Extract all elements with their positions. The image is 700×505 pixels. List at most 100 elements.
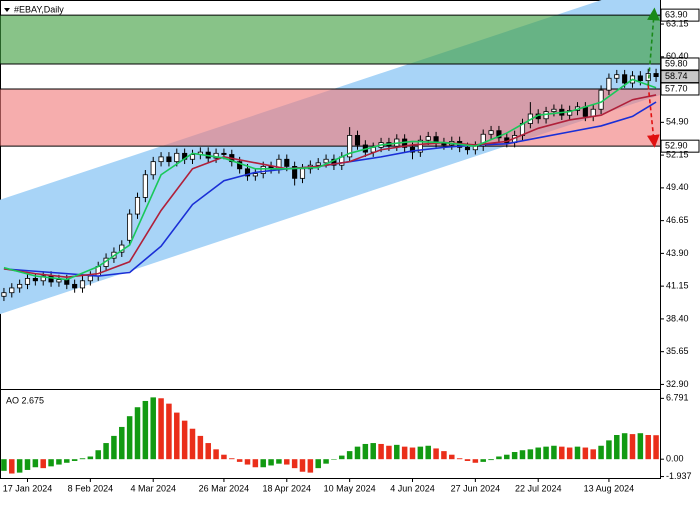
ao-bar <box>464 459 471 461</box>
ao-bar <box>244 459 251 465</box>
candle-body <box>56 279 62 283</box>
y-tick-label: 0.00 <box>666 454 684 464</box>
y-tick-label: 46.65 <box>666 215 689 225</box>
ao-bar <box>519 450 526 460</box>
ao-bar <box>629 434 636 460</box>
level-box <box>660 139 700 153</box>
x-tick-label: 4 Mar 2024 <box>130 483 176 493</box>
ao-bar <box>174 412 180 460</box>
moving-average <box>3 78 657 281</box>
price-panel <box>0 0 660 315</box>
ao-bar <box>213 449 219 460</box>
candle-body <box>551 108 557 113</box>
ao-bar <box>598 445 604 460</box>
candle-body <box>284 158 290 167</box>
ao-bar <box>456 458 463 460</box>
y-tick-label: 60.40 <box>666 51 689 61</box>
candle-body <box>488 130 494 135</box>
ao-bar <box>449 454 455 460</box>
ao-bar <box>103 443 109 460</box>
candle-body <box>299 168 306 179</box>
candle-body <box>24 278 31 285</box>
ao-bar <box>276 459 282 464</box>
forecast-arrow <box>647 7 660 86</box>
ao-bar <box>582 447 589 460</box>
x-tick-label: 13 Aug 2024 <box>584 483 635 493</box>
ao-bar <box>346 451 353 460</box>
candle-body <box>409 146 416 153</box>
y-tick-label: 6.791 <box>666 393 689 403</box>
ao-bar <box>331 459 337 460</box>
candle-body <box>221 152 227 155</box>
candle-body <box>32 278 38 282</box>
y-tick-label: 35.65 <box>666 346 689 356</box>
ao-bar <box>339 455 345 460</box>
ao-bar <box>480 459 486 462</box>
ao-bar <box>24 459 31 470</box>
candle-body <box>323 158 329 164</box>
ao-bar <box>197 435 204 460</box>
ao-bar <box>425 445 431 460</box>
candle-body <box>582 106 588 117</box>
ao-bar <box>378 443 384 460</box>
zone <box>0 88 660 147</box>
last-price-label: 58.74 <box>665 71 688 81</box>
x-tick-label: 26 Mar 2024 <box>199 483 250 493</box>
candle-body <box>653 73 659 77</box>
ao-bar <box>401 446 408 460</box>
ao-bar <box>166 403 172 460</box>
ao-bar <box>252 459 259 468</box>
ao-bar <box>307 459 314 473</box>
candle-body <box>174 152 180 163</box>
ao-bar <box>323 459 329 464</box>
candle-body <box>496 130 502 139</box>
candle-body <box>166 156 172 163</box>
ao-bar <box>511 452 518 460</box>
candle-body <box>1 292 7 297</box>
ao-bar <box>56 459 62 465</box>
candle-body <box>347 135 353 158</box>
x-tick-label: 27 Jun 2024 <box>451 483 501 493</box>
candle-body <box>315 162 321 166</box>
candle-body <box>260 166 266 174</box>
y-tick-label: 49.40 <box>666 182 689 192</box>
menu-icon[interactable] <box>4 8 10 12</box>
candle-body <box>17 283 23 289</box>
candle-body <box>237 161 243 170</box>
y-tick-label: 52.15 <box>666 149 689 159</box>
level-box <box>660 57 700 71</box>
ao-bar <box>394 444 400 460</box>
ao-bar <box>527 449 534 460</box>
ao-bar <box>441 451 447 460</box>
candle-body <box>72 283 78 289</box>
moving-average <box>3 94 657 279</box>
ao-bar <box>472 459 479 463</box>
y-tick-label: 38.40 <box>666 313 689 323</box>
ao-bar <box>1 459 7 471</box>
candle-body <box>598 89 604 110</box>
ao-bar <box>535 447 541 460</box>
candle-body <box>189 154 196 160</box>
ao-bar <box>95 450 101 460</box>
candle-body <box>606 77 612 91</box>
ao-bar <box>354 446 361 460</box>
y-tick-label: 43.90 <box>666 248 689 258</box>
x-tick-label: 4 Jun 2024 <box>390 483 435 493</box>
ao-bar <box>653 435 659 460</box>
ao-bar <box>417 446 424 460</box>
x-tick-label: 17 Jan 2024 <box>3 483 53 493</box>
ao-bar <box>134 407 141 460</box>
ao-bar <box>181 420 188 460</box>
ao-bar <box>236 459 243 462</box>
ao-bar <box>32 459 39 468</box>
candle-body <box>252 173 258 177</box>
ao-bar <box>79 458 86 460</box>
axes: 63.90 59.80 57.70 52.90 58.74 17 Jan 2024 8 Fe… <box>3 8 700 493</box>
ao-bar <box>87 456 94 460</box>
candle-body <box>354 135 361 146</box>
candle-body <box>9 287 15 294</box>
candle-body <box>127 213 133 241</box>
level-box <box>660 8 700 22</box>
ao-bar <box>574 446 581 460</box>
